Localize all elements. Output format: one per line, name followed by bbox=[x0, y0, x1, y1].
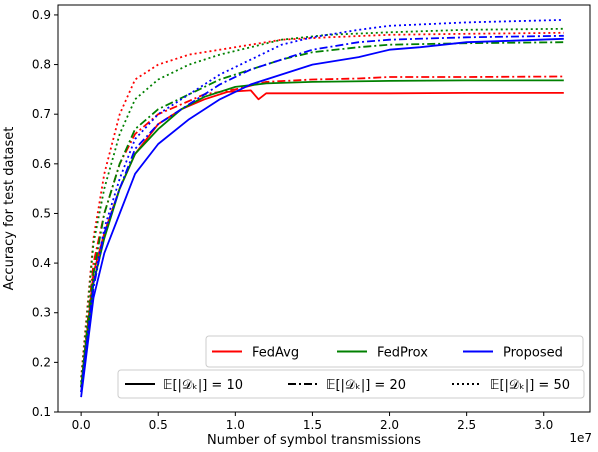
y-axis-ticks: 0.1 0.2 0.3 0.4 0.5 0.6 0.7 0.8 0.9 bbox=[32, 8, 58, 419]
series-line-fedprox-dashdot bbox=[80, 41, 564, 388]
axes-frame bbox=[57, 4, 591, 413]
series-line-proposed-solid bbox=[80, 37, 564, 398]
x-axis-ticks: 0.0 0.5 1.0 1.5 2.0 2.5 3.0 bbox=[72, 412, 553, 432]
legend-label-fedavg: FedAvg bbox=[252, 346, 299, 361]
y-tick-label: 0.4 bbox=[32, 256, 51, 270]
legend: FedAvg FedProx Proposed 𝔼[|𝒟ₖ|] = 10 𝔼[|𝒟ₖ|]… bbox=[117, 335, 585, 399]
legend-styles-box bbox=[117, 369, 585, 399]
series-line-proposed-dotted bbox=[80, 19, 564, 393]
legend-label-proposed: Proposed bbox=[503, 346, 563, 361]
y-tick-label: 0.6 bbox=[32, 157, 51, 171]
y-tick-label: 0.1 bbox=[32, 405, 51, 419]
y-tick-label: 0.5 bbox=[32, 206, 51, 220]
legend-methods-box bbox=[205, 335, 584, 368]
series-line-fedprox-dotted bbox=[80, 27, 564, 383]
y-tick-label: 0.2 bbox=[32, 355, 51, 369]
x-tick-label: 0.0 bbox=[72, 418, 91, 432]
x-tick-label: 2.0 bbox=[380, 418, 399, 432]
legend-label-fedprox: FedProx bbox=[377, 346, 428, 361]
series-line-fedavg-dotted bbox=[80, 31, 564, 378]
x-tick-label: 0.5 bbox=[149, 418, 168, 432]
legend-label-dotted: 𝔼[|𝒟ₖ|] = 50 bbox=[490, 378, 570, 393]
x-axis-label: Number of symbol transmissions bbox=[207, 433, 421, 448]
legend-label-solid: 𝔼[|𝒟ₖ|] = 10 bbox=[163, 378, 243, 393]
x-tick-label: 1.5 bbox=[303, 418, 322, 432]
series-layer bbox=[80, 19, 564, 398]
series-line-proposed-dashdot bbox=[80, 34, 564, 393]
x-axis-scale-label: 1e7 bbox=[569, 431, 592, 445]
x-tick-label: 3.0 bbox=[534, 418, 553, 432]
x-tick-label: 2.5 bbox=[457, 418, 476, 432]
series-line-fedprox-solid bbox=[80, 79, 564, 388]
y-tick-label: 0.7 bbox=[32, 107, 51, 121]
y-tick-label: 0.3 bbox=[32, 306, 51, 320]
x-tick-label: 1.0 bbox=[226, 418, 245, 432]
y-tick-label: 0.8 bbox=[32, 58, 51, 72]
y-tick-label: 0.9 bbox=[32, 8, 51, 22]
y-axis-label: Accuracy for test dataset bbox=[2, 127, 17, 291]
legend-label-dashdot: 𝔼[|𝒟ₖ|] = 20 bbox=[326, 378, 406, 393]
